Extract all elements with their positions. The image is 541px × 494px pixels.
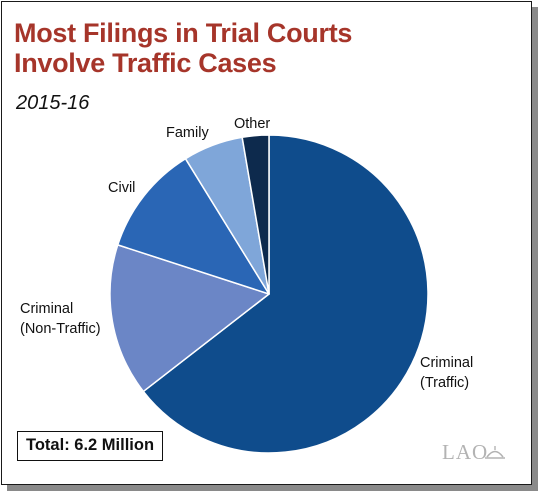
capitol-dome-icon bbox=[485, 446, 505, 459]
chart-subtitle: 2015-16 bbox=[16, 92, 90, 114]
slice-label-line: Criminal bbox=[420, 355, 473, 371]
lao-logo: LAO bbox=[442, 440, 505, 465]
pie-slice-civil bbox=[117, 157, 270, 295]
slice-label-line: Other bbox=[234, 116, 270, 132]
pie-slice-other bbox=[241, 134, 270, 295]
chart-title: Most Filings in Trial Courts Involve Tra… bbox=[14, 18, 352, 78]
title-line-2: Involve Traffic Cases bbox=[14, 48, 277, 78]
slice-label-criminal-traffic: Criminal (Traffic) bbox=[420, 355, 473, 391]
slice-label-other: Other bbox=[234, 116, 270, 132]
slice-label-civil: Civil bbox=[108, 180, 135, 196]
slice-label-line: Family bbox=[166, 125, 209, 141]
slice-label-family: Family bbox=[166, 125, 209, 141]
title-line-1: Most Filings in Trial Courts bbox=[14, 18, 353, 48]
total-label: Total: 6.2 Million bbox=[17, 431, 164, 461]
slice-label-criminal-non-traffic: Criminal (Non-Traffic) bbox=[20, 301, 101, 337]
slice-label-line: Criminal bbox=[20, 301, 73, 317]
slice-label-line: (Traffic) bbox=[420, 375, 469, 391]
pie-labels: Criminal (Traffic) Criminal (Non-Traffic) Ci… bbox=[20, 116, 473, 391]
slice-label-line: (Non-Traffic) bbox=[20, 321, 101, 337]
logo-text: LAO bbox=[442, 440, 489, 464]
slice-label-line: Civil bbox=[108, 180, 135, 196]
pie-slice-criminal-traffic bbox=[142, 134, 429, 454]
pie-slices bbox=[109, 134, 429, 454]
